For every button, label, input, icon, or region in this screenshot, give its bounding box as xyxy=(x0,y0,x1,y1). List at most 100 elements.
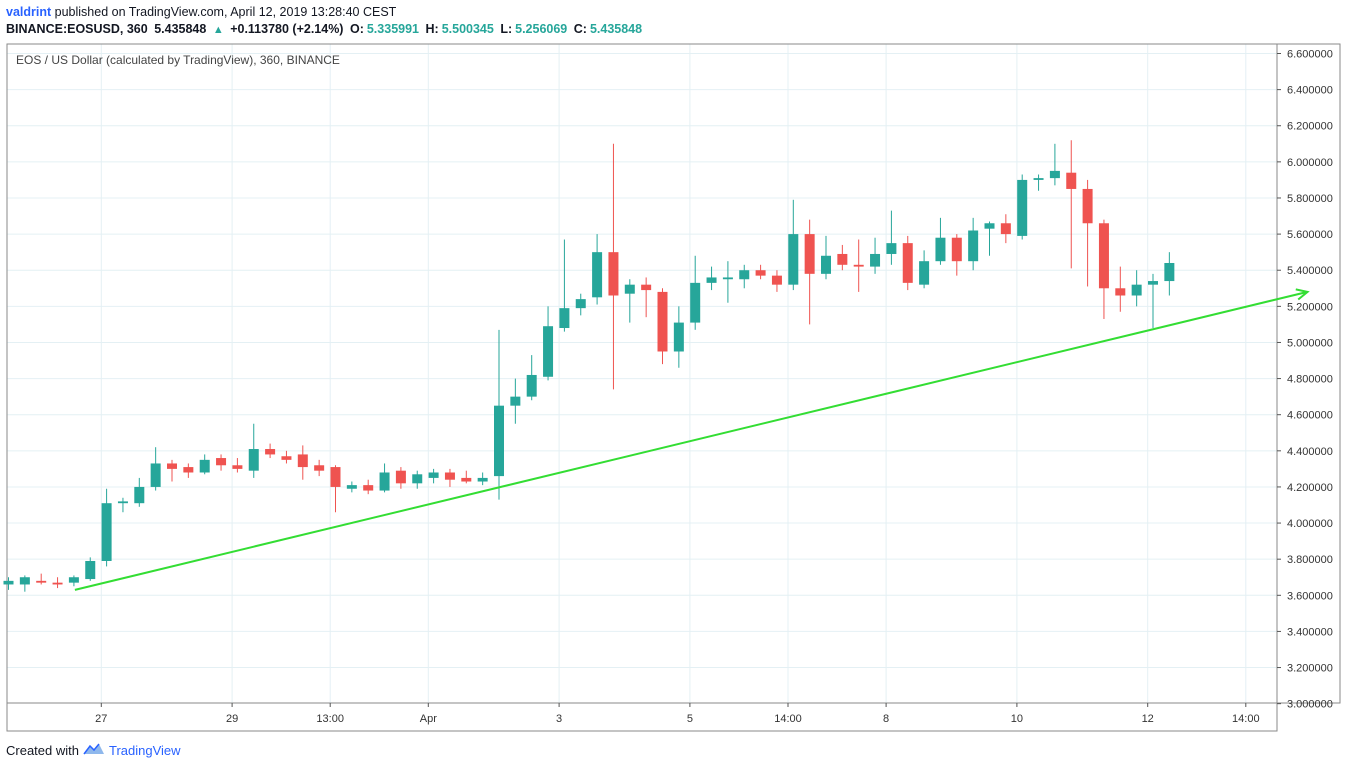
candle-down xyxy=(1098,219,1109,319)
trendline-arrowhead xyxy=(1295,288,1310,301)
candle-body xyxy=(68,577,79,583)
candle-up xyxy=(428,468,439,484)
price-tick-label: 5.000000 xyxy=(1287,337,1333,349)
candle-body xyxy=(575,299,586,309)
candle-up xyxy=(706,266,717,291)
candle-body xyxy=(1049,170,1060,179)
author-link[interactable]: valdrint xyxy=(6,5,52,19)
candle-body xyxy=(886,243,897,254)
candle-up xyxy=(1033,174,1044,191)
candle-body xyxy=(428,472,439,478)
candle-body xyxy=(755,270,766,276)
candle-body xyxy=(36,580,47,583)
candle-body xyxy=(1017,179,1028,236)
candle-down xyxy=(265,443,276,459)
candle-body xyxy=(346,485,357,489)
candle-body xyxy=(608,252,619,296)
candle-down xyxy=(395,467,406,489)
candle-body xyxy=(804,234,815,274)
last-price: 5.435848 xyxy=(154,22,207,36)
candle-body xyxy=(624,284,635,294)
candle-body xyxy=(183,467,194,473)
candle-body xyxy=(101,503,112,561)
candle-down xyxy=(52,577,63,589)
candle-up xyxy=(575,293,586,316)
candle-body xyxy=(739,270,750,280)
candle-up xyxy=(3,577,14,590)
time-tick-label: 13:00 xyxy=(316,713,344,725)
price-axis-border xyxy=(1276,43,1341,704)
candle-body xyxy=(117,501,128,504)
candle-body xyxy=(543,326,554,377)
candle-down xyxy=(1000,214,1011,244)
candle-body xyxy=(444,472,455,480)
price-change: +0.113780 (+2.14%) xyxy=(230,22,344,36)
open-label: O: xyxy=(349,22,364,36)
candle-up xyxy=(984,221,995,256)
candle-up xyxy=(1049,143,1060,186)
candle-body xyxy=(232,465,243,469)
ohlc-line: BINANCE:EOSUSD, 360 5.435848 ▲ +0.113780… xyxy=(6,22,645,36)
chart-title: EOS / US Dollar (calculated by TradingVi… xyxy=(16,53,340,67)
price-tick-label: 6.400000 xyxy=(1287,85,1333,97)
candle-up xyxy=(526,355,537,401)
candle-body xyxy=(1033,178,1044,180)
candle-down xyxy=(216,454,227,471)
candle-up xyxy=(739,264,750,289)
candle-down xyxy=(951,234,962,276)
candle-down xyxy=(36,573,47,585)
candle-down xyxy=(183,463,194,478)
price-tick-label: 6.000000 xyxy=(1287,157,1333,169)
candle-up xyxy=(673,306,684,368)
candle-body xyxy=(510,396,521,406)
candle-body xyxy=(134,486,145,504)
price-tick-label: 6.200000 xyxy=(1287,121,1333,133)
candle-body xyxy=(870,253,881,267)
candle-body xyxy=(167,463,177,469)
candle-up xyxy=(412,470,423,489)
candle-body xyxy=(395,470,406,484)
chart-pane-border xyxy=(6,43,1278,704)
candle-up xyxy=(379,463,390,493)
candle-down xyxy=(902,235,913,291)
tradingview-brand-link[interactable]: TradingView xyxy=(108,743,181,758)
candle-up xyxy=(1017,174,1028,240)
price-tick-label: 4.800000 xyxy=(1287,374,1333,386)
candle-up xyxy=(690,255,701,330)
candle-down xyxy=(314,459,325,477)
candle-down xyxy=(297,445,308,480)
candle-up xyxy=(788,199,799,291)
candle-down xyxy=(461,470,472,484)
price-tick-label: 5.200000 xyxy=(1287,301,1333,313)
candle-body xyxy=(248,449,259,471)
candle-down xyxy=(755,264,766,280)
candle-body xyxy=(1098,223,1109,289)
candle-body xyxy=(1066,172,1077,189)
price-axis-labels: 6.600000 6.400000 6.200000 6.000000 5.800000… xyxy=(1277,49,1333,711)
price-tick-label: 4.200000 xyxy=(1287,482,1333,494)
candle-up xyxy=(543,306,554,381)
chart-grid xyxy=(7,44,1277,703)
publish-info: valdrint published on TradingView.com, A… xyxy=(6,5,396,19)
candle-up xyxy=(19,575,30,592)
time-tick-label: 8 xyxy=(883,713,889,725)
candle-body xyxy=(297,454,308,468)
candle-body xyxy=(265,449,276,455)
candle-body xyxy=(199,459,210,473)
candle-body xyxy=(853,264,864,267)
candle-up xyxy=(68,575,79,587)
candle-up xyxy=(134,477,145,507)
low-value: 5.256069 xyxy=(515,22,568,36)
candle-up xyxy=(722,261,733,303)
time-tick-label: 3 xyxy=(556,713,562,725)
candle-body xyxy=(657,291,668,352)
candle-down xyxy=(330,465,341,513)
candle-down xyxy=(232,458,243,473)
candle-down xyxy=(771,270,782,292)
price-tick-label: 4.000000 xyxy=(1287,518,1333,530)
candle-body xyxy=(477,477,488,482)
candle-body xyxy=(1131,284,1142,296)
candle-up xyxy=(559,239,570,332)
candle-up xyxy=(968,217,979,271)
